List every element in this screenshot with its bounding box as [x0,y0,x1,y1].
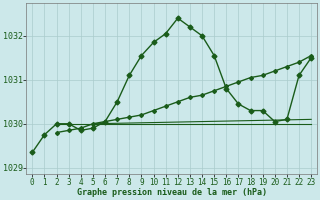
X-axis label: Graphe pression niveau de la mer (hPa): Graphe pression niveau de la mer (hPa) [77,188,267,197]
